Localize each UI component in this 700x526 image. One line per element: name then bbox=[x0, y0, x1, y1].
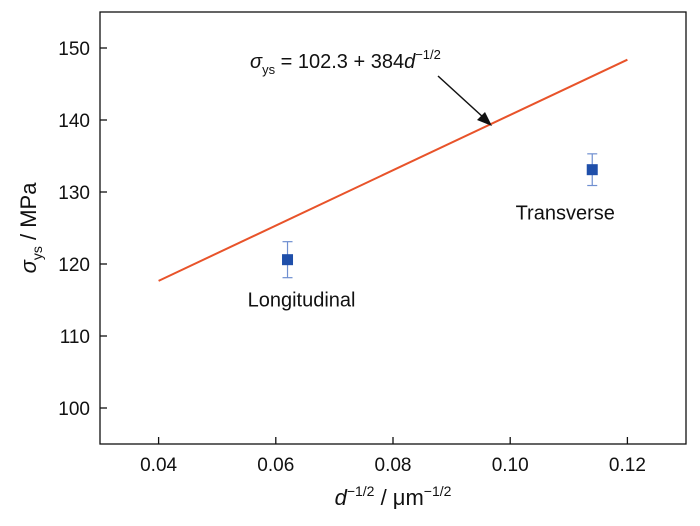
fit-line bbox=[158, 58, 628, 282]
fit-equation: σys = 102.3 + 384d−1/2 bbox=[250, 47, 441, 77]
x-tick-label: 0.12 bbox=[609, 455, 646, 476]
x-tick-label: 0.06 bbox=[257, 455, 294, 476]
data-point-longitudinal: Longitudinal bbox=[248, 241, 356, 312]
y-axis-ticks: 100 110 120 130 140 150 bbox=[58, 39, 107, 420]
x-axis-title-unit-sup: −1/2 bbox=[424, 483, 452, 499]
x-axis-title-unit: / μm bbox=[374, 485, 423, 510]
equation-arrow bbox=[437, 75, 485, 119]
data-points: Longitudinal Transverse bbox=[248, 153, 615, 312]
equation-sub: ys bbox=[262, 62, 276, 77]
y-tick-label: 120 bbox=[58, 255, 90, 276]
x-tick-label: 0.10 bbox=[492, 455, 529, 476]
x-tick-label: 0.08 bbox=[375, 455, 412, 476]
equation-symbol: σ bbox=[250, 51, 263, 73]
y-axis-title-sub: ys bbox=[29, 246, 45, 260]
square-marker bbox=[586, 164, 598, 176]
square-marker bbox=[282, 254, 294, 266]
x-tick-label: 0.04 bbox=[140, 455, 177, 476]
y-axis-title-unit: / MPa bbox=[16, 182, 41, 246]
x-axis-ticks: 0.04 0.06 0.08 0.10 0.12 bbox=[140, 437, 646, 476]
equation-var: d bbox=[404, 51, 416, 73]
plot-frame bbox=[99, 11, 687, 445]
y-axis-title: σys / MPa bbox=[16, 182, 45, 274]
equation-sup: −1/2 bbox=[415, 47, 441, 62]
x-axis-title-var: d bbox=[335, 485, 348, 510]
point-label: Transverse bbox=[516, 203, 615, 225]
equation-arrow-head bbox=[477, 112, 492, 126]
y-axis-title-symbol: σ bbox=[16, 259, 41, 273]
data-point-transverse: Transverse bbox=[516, 153, 615, 225]
x-axis-title: d−1/2 / μm−1/2 bbox=[335, 483, 452, 510]
point-label: Longitudinal bbox=[248, 290, 356, 312]
x-axis-title-var-sup: −1/2 bbox=[347, 483, 375, 499]
y-tick-label: 110 bbox=[60, 327, 90, 348]
y-tick-label: 150 bbox=[58, 39, 90, 60]
equation-constant: = 102.3 + 384 bbox=[275, 51, 404, 73]
y-tick-label: 100 bbox=[58, 399, 90, 420]
y-tick-label: 130 bbox=[58, 183, 90, 204]
y-tick-label: 140 bbox=[58, 111, 90, 132]
